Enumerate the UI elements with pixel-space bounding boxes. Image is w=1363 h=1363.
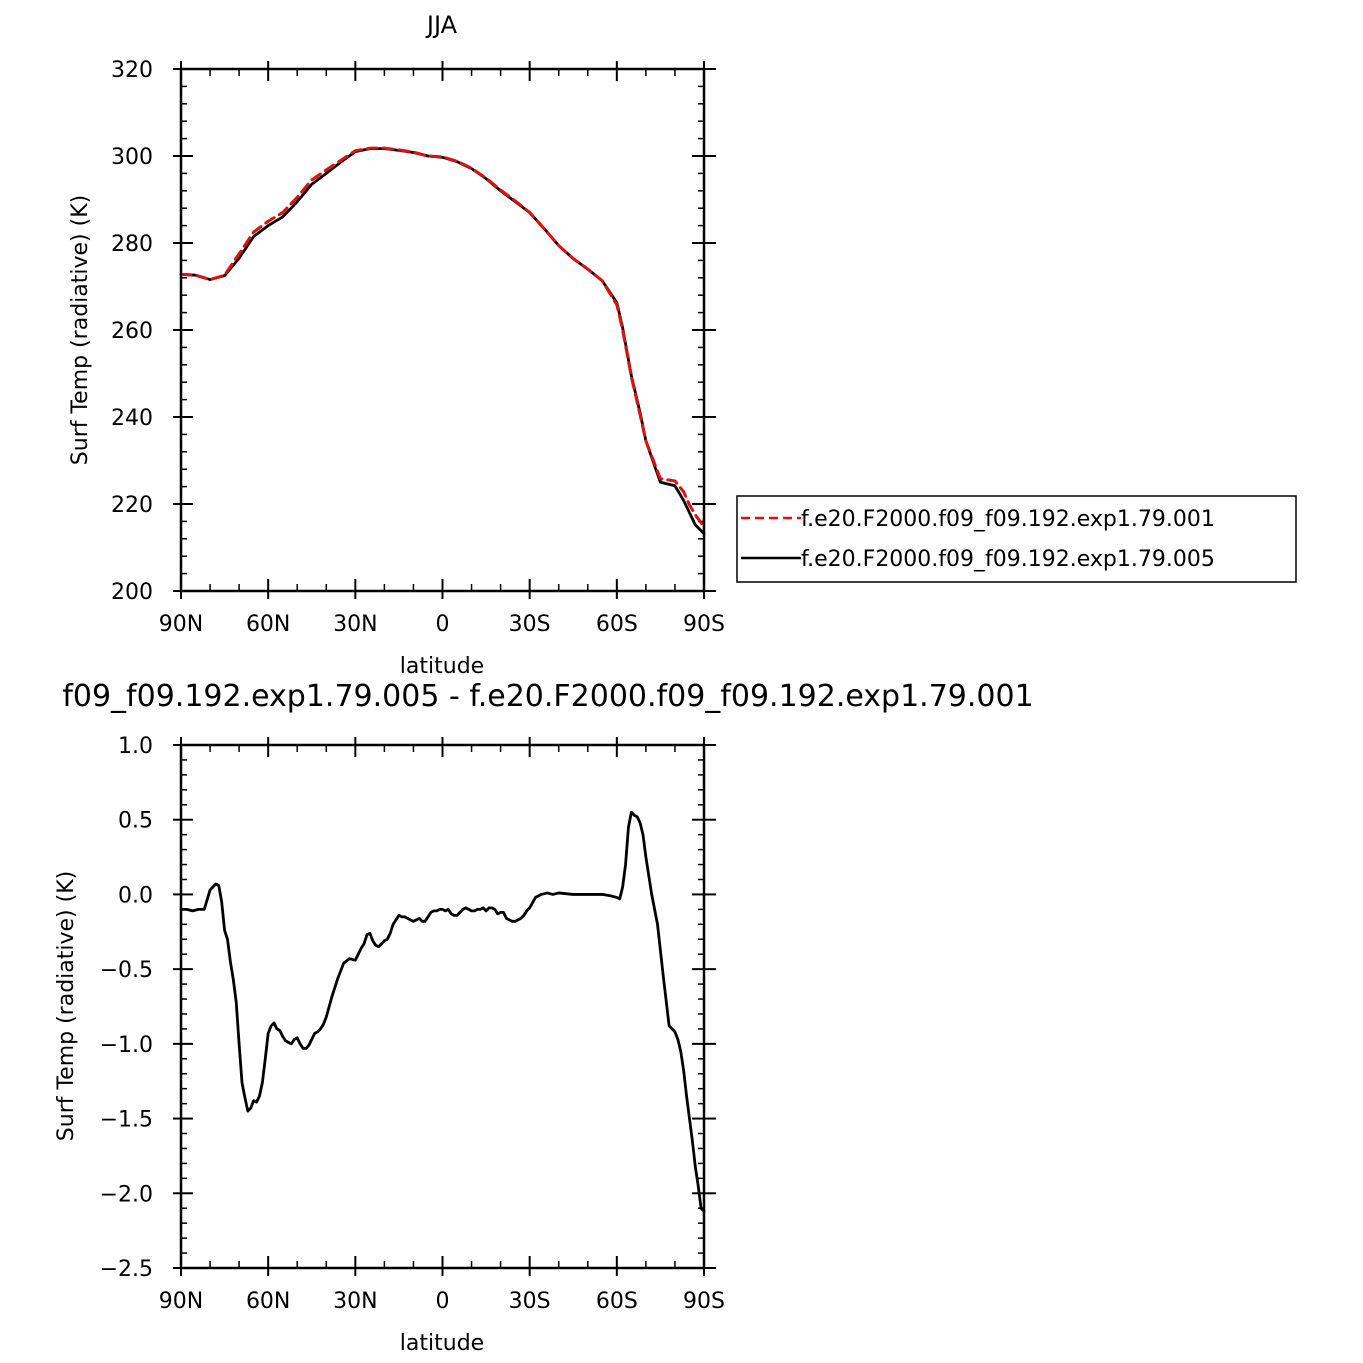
top-chart-title: JJA xyxy=(425,11,458,39)
bottom-chart-y-tick-label: −2.5 xyxy=(100,1257,153,1282)
top-chart-x-axis-label: latitude xyxy=(400,654,484,679)
bottom-chart-x-axis-label: latitude xyxy=(400,1331,484,1356)
bottom-chart-panel: f09_f09.192.exp1.79.005 - f.e20.F2000.f0… xyxy=(54,679,1034,1356)
bottom-chart-x-tick-label: 90S xyxy=(683,1289,725,1314)
bottom-chart-x-tick-label: 60S xyxy=(596,1289,638,1314)
top-chart-plot-frame xyxy=(179,67,706,593)
bottom-chart-plot-frame xyxy=(179,743,706,1270)
top-chart-panel: JJA latitude Surf Temp (radiative) (K) 9… xyxy=(68,11,725,679)
bottom-chart-y-tick-label: 1.0 xyxy=(118,734,153,759)
top-chart-y-tick-label: 280 xyxy=(111,232,153,257)
bottom-chart-series xyxy=(179,810,706,1213)
bottom-chart-title: f09_f09.192.exp1.79.005 - f.e20.F2000.f0… xyxy=(62,679,1033,714)
bottom-chart-y-tick-label: 0.5 xyxy=(118,809,153,834)
top-chart-x-tick-label: 60S xyxy=(596,612,638,637)
bottom-chart-y-tick-label: −2.0 xyxy=(100,1182,153,1207)
top-chart-series xyxy=(179,146,706,535)
bottom-chart-x-tick-label: 30N xyxy=(333,1289,377,1314)
bottom-chart-ticks xyxy=(173,737,716,1276)
top-chart-y-tick-label: 260 xyxy=(111,319,153,344)
top-chart-series-line-2 xyxy=(179,147,706,535)
legend-label-exp-001: f.e20.F2000.f09_f09.192.exp1.79.001 xyxy=(801,507,1215,532)
bottom-chart-x-tick-label: 90N xyxy=(159,1289,203,1314)
top-chart-x-tick-label: 30N xyxy=(333,612,377,637)
bottom-chart-y-tick-label: −1.0 xyxy=(100,1033,153,1058)
bottom-chart-tick-labels: 90N 60N 30N 0 30S 60S 90S −2.5 −2.0 −1.5 −1.0 −0.5 0… xyxy=(100,734,725,1314)
bottom-chart-y-tick-label: 0.0 xyxy=(118,883,153,908)
top-chart-y-tick-label: 240 xyxy=(111,406,153,431)
top-chart-x-tick-label: 0 xyxy=(436,612,450,637)
legend-box xyxy=(736,495,1297,583)
top-chart-x-tick-label: 30S xyxy=(509,612,551,637)
bottom-chart-x-tick-label: 0 xyxy=(436,1289,450,1314)
bottom-chart-x-tick-label: 60N xyxy=(246,1289,290,1314)
top-chart-x-tick-label: 90S xyxy=(683,612,725,637)
bottom-chart-x-tick-label: 30S xyxy=(509,1289,551,1314)
top-chart-y-tick-label: 320 xyxy=(111,58,153,83)
top-chart-x-tick-label: 60N xyxy=(246,612,290,637)
legend: f.e20.F2000.f09_f09.192.exp1.79.001 f.e2… xyxy=(736,495,1297,583)
top-chart-y-tick-label: 200 xyxy=(111,580,153,605)
legend-label-exp-005: f.e20.F2000.f09_f09.192.exp1.79.005 xyxy=(801,547,1215,572)
top-chart-ticks xyxy=(173,61,716,599)
bottom-chart-y-axis-label: Surf Temp (radiative) (K) xyxy=(54,871,79,1141)
bottom-chart-y-tick-label: −0.5 xyxy=(100,958,153,983)
bottom-chart-y-tick-label: −1.5 xyxy=(100,1108,153,1133)
top-chart-y-axis-label: Surf Temp (radiative) (K) xyxy=(68,195,93,465)
top-chart-y-tick-label: 300 xyxy=(111,145,153,170)
top-chart-y-tick-label: 220 xyxy=(111,493,153,518)
top-chart-tick-labels: 90N 60N 30N 0 30S 60S 90S 200 220 240 260 280 300 320 xyxy=(111,58,725,637)
bottom-chart-series-line-1 xyxy=(179,810,706,1213)
top-chart-x-tick-label: 90N xyxy=(159,612,203,637)
